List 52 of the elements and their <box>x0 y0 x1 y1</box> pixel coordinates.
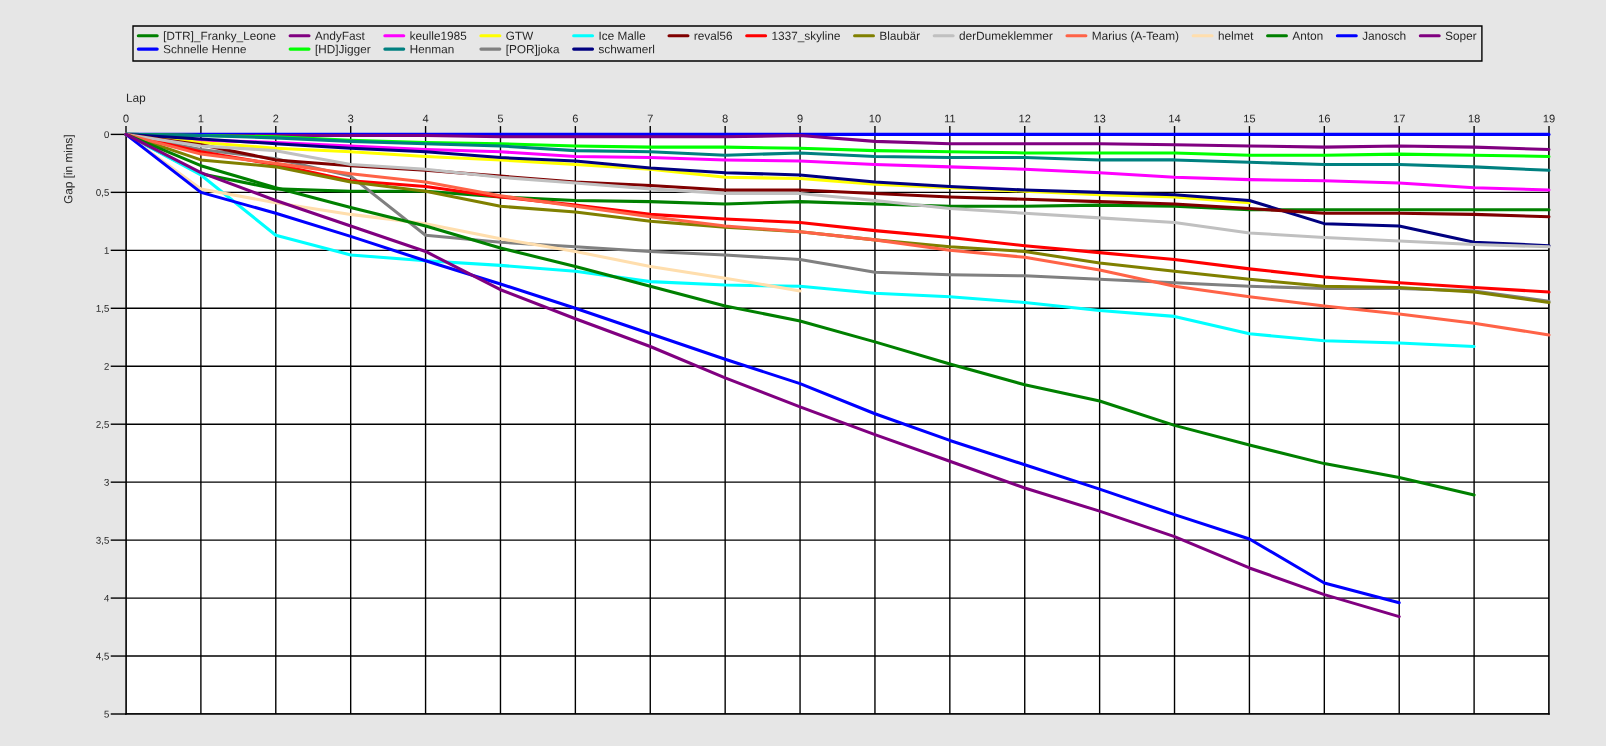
x-tick-label: 13 <box>1094 114 1106 123</box>
x-tick-label: 12 <box>1019 114 1031 123</box>
legend-label: keulle1985 <box>410 31 467 40</box>
x-tick-label: 4 <box>422 114 429 123</box>
x-axis-title: Lap <box>126 93 146 105</box>
x-tick-label: 17 <box>1393 114 1405 123</box>
y-tick-label: 2 <box>104 362 109 370</box>
x-tick-label: 5 <box>497 114 504 123</box>
x-tick-label: 11 <box>944 114 956 123</box>
legend-label: [POR]joka <box>506 44 560 56</box>
x-tick-label: 6 <box>572 114 578 123</box>
legend-label: [DTR]_Franky_Leone <box>163 31 276 43</box>
y-tick-label: 4 <box>104 594 110 602</box>
x-tick-label: 19 <box>1543 114 1555 123</box>
x-tick-label: 0 <box>123 114 129 123</box>
legend-label: helmet <box>1218 31 1254 40</box>
legend-label: Anton <box>1292 31 1323 40</box>
y-tick-label: 3,5 <box>96 536 109 545</box>
y-tick-label: 5 <box>104 710 109 718</box>
legend-label: reval56 <box>694 31 733 40</box>
x-tick-label: 14 <box>1169 114 1181 123</box>
y-tick-label: 2,5 <box>96 420 109 429</box>
y-tick-label: 1,5 <box>96 305 109 314</box>
x-tick-label: 18 <box>1468 114 1480 123</box>
legend-label: Schnelle Henne <box>163 44 246 54</box>
x-tick-label: 7 <box>647 114 653 123</box>
x-tick-label: 15 <box>1244 114 1256 123</box>
y-tick-label: 0 <box>104 131 109 139</box>
legend-label: derDumeklemmer <box>959 31 1053 40</box>
y-tick-label: 4,5 <box>96 652 109 661</box>
y-tick-label: 3 <box>104 478 109 486</box>
legend-label: Marius (A-Team) <box>1092 31 1179 43</box>
legend-label: GTW <box>506 31 534 40</box>
x-tick-label: 8 <box>722 114 728 123</box>
x-tick-label: 16 <box>1318 114 1331 123</box>
y-tick-label: 0,5 <box>96 189 109 198</box>
x-tick-label: 2 <box>273 114 279 123</box>
y-axis-title: Gap [in mins] <box>63 135 75 204</box>
x-tick-label: 10 <box>869 114 881 123</box>
legend-label: Janosch <box>1362 31 1406 40</box>
x-tick-label: 1 <box>198 114 204 123</box>
legend-label: schwamerl <box>598 44 655 54</box>
legend-label: Henman <box>410 45 454 54</box>
legend-label: AndyFast <box>314 31 365 43</box>
legend-label: 1337_skyline <box>772 31 840 43</box>
x-tick-label: 9 <box>797 114 803 123</box>
legend-label: Soper <box>1445 31 1477 43</box>
x-tick-label: 3 <box>348 114 354 123</box>
legend-label: Ice Malle <box>599 31 646 40</box>
legend-label: Blaubär <box>880 31 920 40</box>
y-tick-label: 1 <box>104 247 109 254</box>
legend-label: [HD]Jigger <box>315 44 371 56</box>
